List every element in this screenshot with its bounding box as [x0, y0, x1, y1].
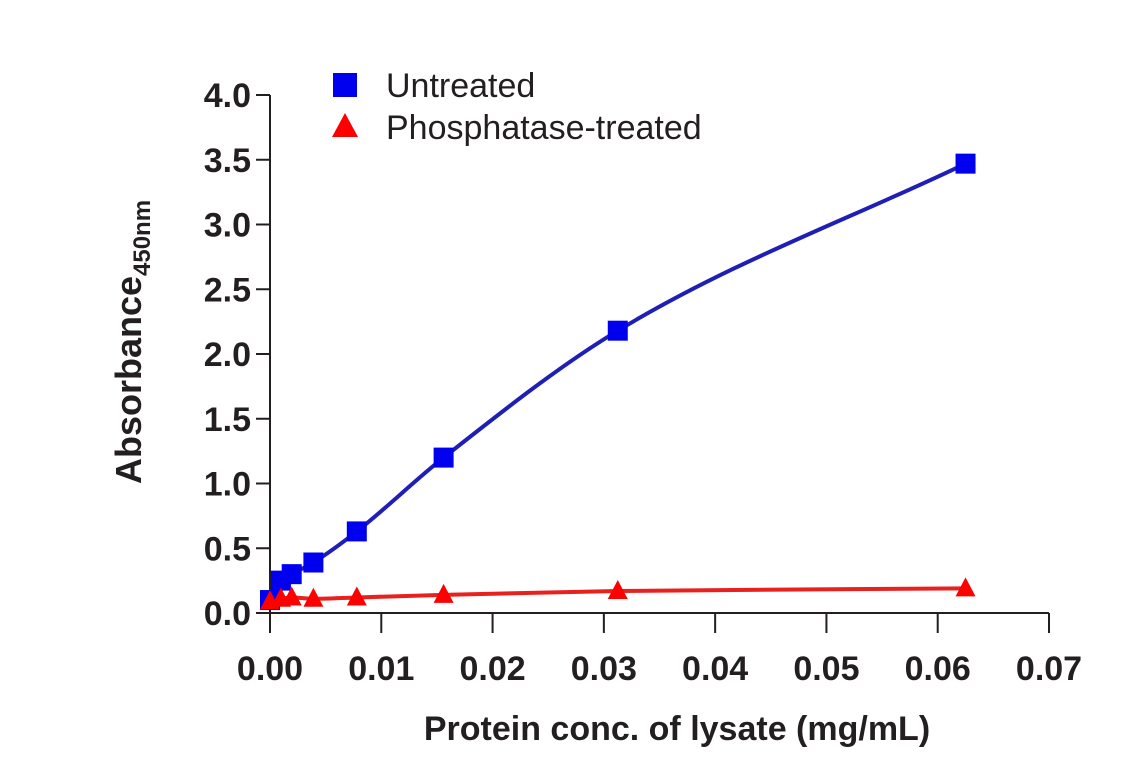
x-tick-label: 0.06	[905, 650, 971, 688]
y-axis-label-main: Absorbance	[108, 276, 149, 484]
y-tick-label: 3.0	[204, 207, 251, 245]
untreated-point	[433, 447, 454, 468]
y-tick-label: 2.0	[204, 336, 251, 374]
y-tick-label: 1.0	[204, 466, 251, 504]
phosphatase-treated-point	[281, 586, 302, 606]
data-points	[260, 153, 976, 611]
ticks: 0.0 0.5 1.0 1.5 2.0 2.5 3.0 3.5 4.0 0.00 0.01 0.02 0…	[204, 77, 1082, 688]
phosphatase-treated-point	[346, 586, 367, 606]
untreated-point	[346, 521, 367, 542]
y-axis-label-group: Absorbance450nm	[108, 200, 156, 484]
x-tick-label: 0.02	[459, 650, 525, 688]
y-axis-label-subscript: 450nm	[129, 200, 156, 276]
y-tick-label: 3.5	[204, 142, 251, 180]
x-tick-label: 0.05	[793, 650, 859, 688]
x-tick-label: 0.01	[348, 650, 414, 688]
x-tick-label: 0.03	[571, 650, 637, 688]
untreated-point	[303, 552, 324, 573]
legend-label-untreated: Untreated	[386, 67, 535, 105]
legend-label-phosphatase-treated: Phosphatase-treated	[386, 109, 702, 147]
phosphatase-treated-point	[955, 577, 976, 597]
untreated-curve	[268, 161, 968, 603]
phosphatase-treated-point	[433, 583, 454, 603]
x-tick-label: 0.04	[682, 650, 748, 688]
phosphatase-treated-point	[607, 579, 628, 599]
y-tick-label: 2.5	[204, 271, 251, 309]
axes	[269, 95, 1049, 614]
legend-triangle-icon	[332, 113, 358, 137]
x-axis-label: Protein conc. of lysate (mg/mL)	[424, 710, 930, 748]
legend: Untreated Phosphatase-treated	[332, 67, 702, 147]
fit-curves	[268, 161, 968, 604]
untreated-point	[955, 153, 976, 174]
x-tick-label: 0.00	[237, 650, 303, 688]
untreated-point	[281, 564, 302, 585]
y-axis-label: Absorbance450nm	[108, 200, 156, 484]
y-tick-label: 4.0	[204, 77, 251, 115]
y-tick-label: 1.5	[204, 401, 251, 439]
phosphatase-treated-point	[303, 587, 324, 607]
x-tick-label: 0.07	[1016, 650, 1082, 688]
y-tick-label: 0.0	[204, 595, 251, 633]
y-tick-label: 0.5	[204, 530, 251, 568]
untreated-point	[607, 320, 628, 341]
legend-square-icon	[333, 73, 357, 97]
